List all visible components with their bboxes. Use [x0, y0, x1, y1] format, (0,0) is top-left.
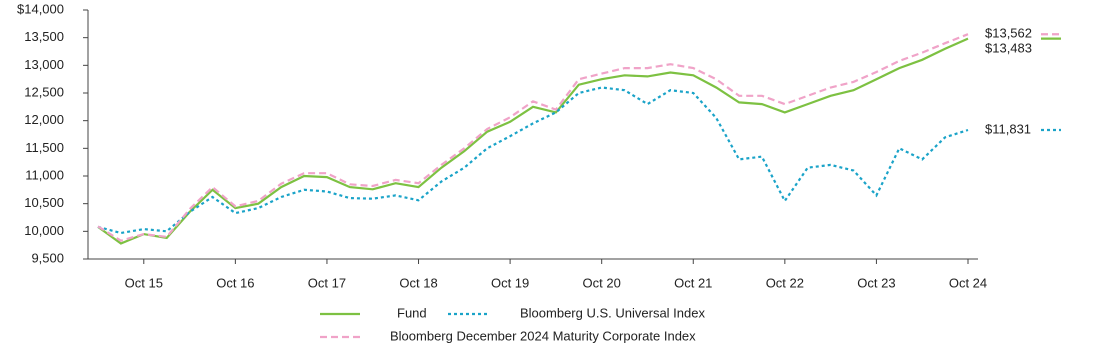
series-line [97, 33, 969, 242]
y-tick-label: 10,500 [24, 195, 64, 210]
end-label: $13,483 [985, 41, 1032, 56]
x-tick-label: Oct 16 [216, 275, 254, 290]
y-tick-label: 11,000 [25, 167, 64, 182]
end-label: $13,562 [985, 26, 1032, 41]
series-line [97, 37, 969, 245]
x-tick-label: Oct 23 [857, 275, 895, 290]
x-tick-label: Oct 20 [583, 275, 621, 290]
x-tick-label: Oct 22 [766, 275, 804, 290]
x-tick-label: Oct 21 [674, 275, 712, 290]
y-tick-label: 12,000 [24, 112, 64, 127]
y-tick-label: 13,500 [24, 29, 64, 44]
y-tick-label: 12,500 [24, 84, 64, 99]
x-tick-label: Oct 15 [125, 275, 163, 290]
legend-label: Fund [397, 305, 427, 320]
x-tick-label: Oct 19 [491, 275, 529, 290]
x-tick-label: Oct 18 [399, 275, 437, 290]
y-tick-label: $14,000 [17, 1, 64, 16]
x-tick-label: Oct 17 [308, 275, 346, 290]
legend-label: Bloomberg December 2024 Maturity Corpora… [390, 328, 696, 343]
x-tick-label: Oct 24 [949, 275, 987, 290]
y-tick-label: 13,000 [24, 57, 64, 72]
y-tick-label: 9,500 [31, 250, 64, 265]
y-tick-label: 11,500 [25, 140, 64, 155]
legend-label: Bloomberg U.S. Universal Index [520, 305, 705, 320]
series-line [97, 86, 969, 235]
end-label: $11,831 [985, 121, 1031, 136]
y-tick-label: 10,000 [24, 223, 64, 238]
